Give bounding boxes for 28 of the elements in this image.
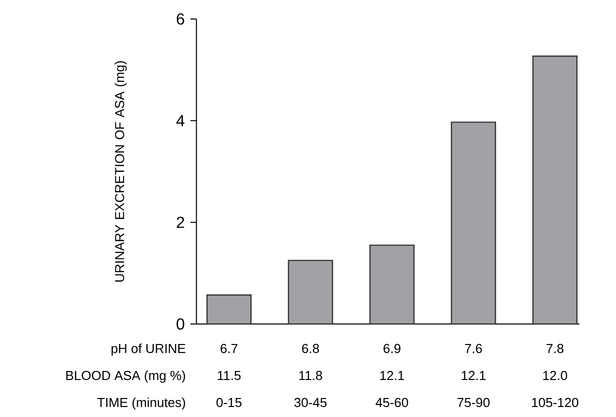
y-tick-label: 2: [176, 216, 184, 228]
bar: [450, 122, 496, 325]
text: BLOOD ASA (mg %): [66, 370, 186, 383]
bar: [532, 56, 578, 325]
x-tick-label: 75-90: [458, 398, 490, 408]
x-tick-label: 30-45: [294, 398, 327, 408]
x-tick-label: 105-120: [532, 398, 578, 408]
text: 12.1: [380, 370, 404, 380]
text: 11.5: [218, 371, 241, 380]
text: 6.9: [384, 344, 400, 354]
text: pH of URINE: [112, 344, 186, 356]
text: 7.8: [546, 344, 564, 354]
y-tick-label: 4: [176, 115, 184, 126]
text: TIME (minutes): [97, 398, 186, 410]
text: 11.8: [299, 370, 322, 380]
bar: [288, 260, 334, 325]
text: 6.7: [220, 344, 238, 354]
text: 12.0: [543, 370, 568, 380]
bar: [369, 244, 415, 325]
bar: [206, 294, 252, 325]
text: 12.1: [462, 370, 486, 380]
text: 7.6: [465, 344, 482, 354]
text: 6.8: [302, 344, 319, 354]
x-tick-label: 45-60: [376, 398, 408, 408]
y-axis-title: URINARY EXCRETION OF ASA (mg): [114, 61, 127, 282]
y-tick-label: 6: [176, 13, 184, 25]
y-tick-label: 0: [176, 318, 184, 330]
x-tick-label: 0-15: [216, 398, 242, 408]
